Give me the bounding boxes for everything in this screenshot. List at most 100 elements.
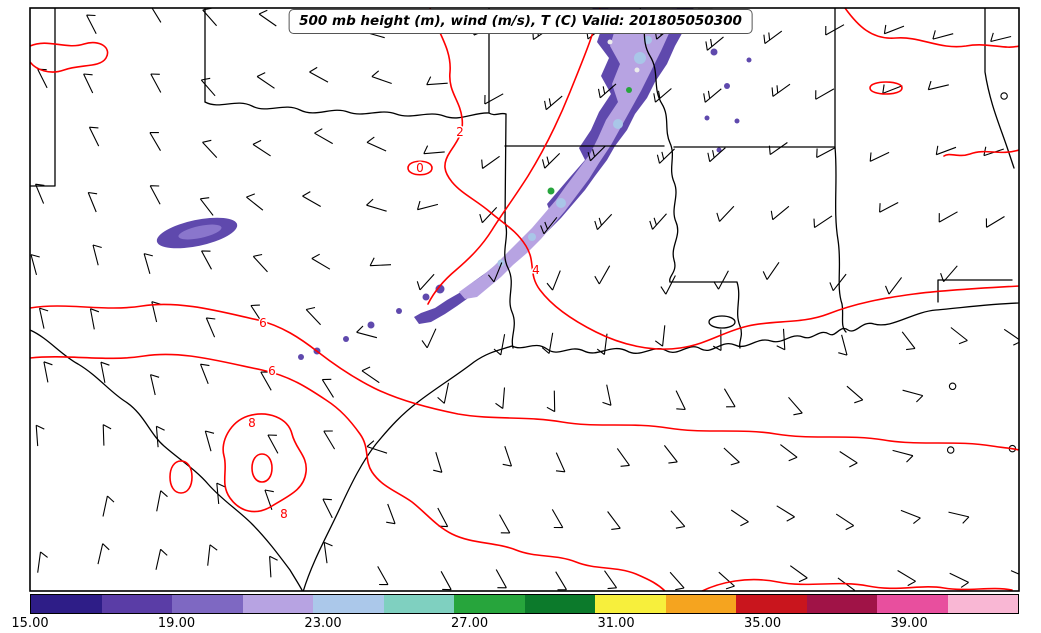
wind-barb	[502, 446, 513, 467]
wind-barb	[156, 490, 168, 512]
contour-labels: 2 0 4 6 6 8 8	[247, 124, 542, 523]
contour-label: 4	[532, 263, 540, 277]
wind-barb	[839, 451, 858, 468]
plot-title: 500 mb height (m), wind (m/s), T (C) Val…	[288, 9, 753, 34]
contour-bottom-right	[700, 578, 1013, 591]
wind-barb	[386, 503, 396, 525]
wind-barb	[323, 541, 333, 564]
wind-barb	[256, 72, 275, 89]
wind-barb	[670, 510, 686, 529]
contour-right-edge	[943, 149, 1019, 157]
wind-barb	[540, 216, 558, 235]
wind-barb	[495, 387, 506, 409]
contour-band-west-edge	[427, 8, 601, 305]
wind-barb	[900, 509, 921, 525]
wind-barb	[204, 430, 215, 452]
colorbar-ticks: 15.00 19.00 23.00 27.00 31.00 35.00 39.00	[0, 616, 1041, 633]
contour-topright	[844, 8, 1019, 48]
contour-8-blob	[222, 413, 307, 513]
state-borders	[30, 8, 1019, 591]
wind-barb	[546, 390, 556, 413]
wind-barb	[149, 132, 161, 151]
colorbar-tick-label: 23.00	[304, 616, 342, 631]
wind-barb	[780, 444, 798, 462]
wind-barb	[555, 452, 566, 473]
wind-barb	[88, 126, 100, 147]
wind-barb	[897, 570, 916, 587]
wind-barb	[901, 331, 916, 351]
wind-barb	[675, 390, 686, 411]
colorbar-segment	[595, 595, 666, 613]
wind-barb	[323, 430, 336, 450]
wind-barb	[541, 332, 554, 354]
wind-barb	[587, 145, 606, 162]
wind-barb	[322, 498, 333, 519]
wind-barb	[38, 307, 49, 329]
wind-barb	[199, 363, 210, 385]
wind-barb	[150, 73, 162, 93]
wind-barb	[216, 482, 226, 505]
wind-barb	[499, 514, 511, 534]
wind-barb	[366, 440, 388, 454]
gulf-coastline	[302, 302, 1019, 591]
colorbar-segments	[31, 595, 1018, 613]
shade-scatter-dots	[298, 48, 752, 360]
wind-barb	[102, 495, 115, 517]
wind-barbs	[30, 8, 1019, 591]
wind-barb	[990, 32, 1012, 43]
colorbar-segment	[665, 595, 736, 613]
wind-barb	[416, 273, 435, 291]
wind-barb	[207, 544, 218, 566]
contour-closed-0	[407, 160, 433, 176]
wind-barb	[86, 14, 97, 34]
wind-barb	[649, 213, 667, 230]
wind-barb	[712, 329, 722, 351]
shade-west-blob	[156, 217, 238, 249]
wind-barb	[30, 254, 40, 276]
wind-barb	[869, 151, 890, 162]
colorbar-tick-label: 31.00	[597, 616, 635, 631]
shade-band-inner	[459, 8, 677, 299]
wind-barb	[267, 434, 279, 454]
wind-barb	[155, 548, 168, 570]
contour-label: 6	[268, 364, 276, 378]
contour-topleft-loop	[30, 41, 109, 73]
colorbar-tick-label: 39.00	[890, 616, 928, 631]
wind-barb	[377, 566, 389, 586]
wind-barb	[356, 325, 378, 339]
contour-label: 8	[280, 507, 288, 521]
red-river-east	[488, 112, 507, 116]
wind-barb	[825, 24, 845, 36]
wind-barb	[311, 253, 331, 270]
colorbar-segment	[524, 595, 595, 613]
contour-6-lower	[30, 353, 667, 591]
border-la-ms-pearl	[669, 281, 743, 349]
wind-barb	[770, 205, 790, 221]
wind-barb	[707, 147, 726, 163]
wind-barb	[838, 334, 848, 356]
wind-barb	[366, 136, 387, 152]
contour-main-trough	[429, 8, 1019, 350]
wind-barb	[92, 244, 102, 266]
wind-barb	[935, 145, 957, 156]
colorbar-segment	[736, 595, 807, 613]
wind-barb	[151, 8, 162, 23]
wind-barb	[716, 205, 735, 222]
wind-barb	[258, 9, 277, 27]
colorbar-segment	[242, 595, 313, 613]
wind-barb	[948, 511, 970, 524]
colorbar-segment	[947, 595, 1018, 613]
wind-barb	[205, 317, 216, 338]
wind-barb	[100, 361, 110, 383]
colorbar-segment	[806, 595, 877, 613]
wind-barb	[703, 88, 722, 103]
contour-label: 2	[456, 125, 464, 139]
wind-barb	[302, 191, 321, 207]
wind-barb	[309, 66, 329, 83]
wind-barb	[718, 571, 735, 590]
wind-barb	[87, 191, 98, 213]
colorbar-segment	[383, 595, 454, 613]
wind-barb	[487, 262, 503, 283]
contour-8-inner-loop	[251, 453, 273, 483]
